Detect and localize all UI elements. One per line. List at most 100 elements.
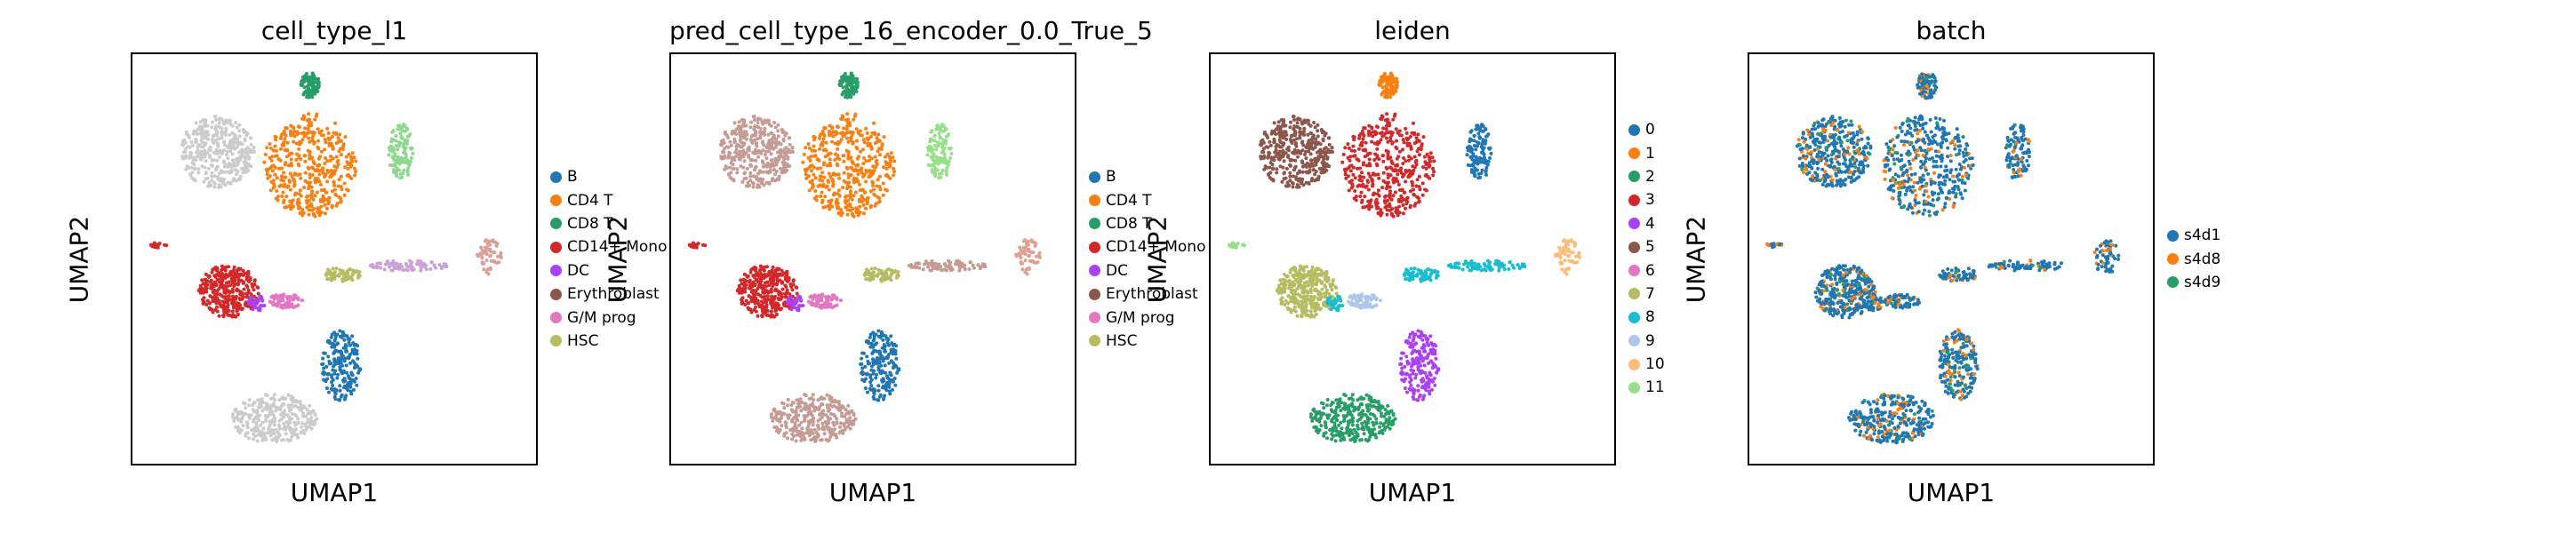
scatter-point bbox=[220, 126, 224, 131]
scatter-point bbox=[879, 147, 884, 151]
scatter-point bbox=[822, 133, 827, 138]
scatter-point bbox=[1307, 149, 1311, 154]
scatter-point bbox=[796, 296, 801, 300]
scatter-point bbox=[300, 406, 304, 410]
scatter-point bbox=[1307, 180, 1311, 185]
scatter-point bbox=[851, 131, 855, 135]
scatter-point bbox=[279, 147, 283, 151]
scatter-point bbox=[1268, 151, 1272, 155]
scatter-point bbox=[1020, 251, 1025, 255]
scatter-point bbox=[238, 266, 243, 271]
scatter-point bbox=[1317, 148, 1322, 153]
scatter-point bbox=[283, 409, 287, 413]
legend-marker bbox=[1089, 312, 1100, 324]
scatter-point bbox=[831, 182, 836, 187]
scatter-point bbox=[822, 161, 827, 165]
scatter-point bbox=[342, 193, 347, 197]
scatter-point bbox=[836, 205, 841, 210]
scatter-point bbox=[284, 432, 288, 436]
scatter-point bbox=[344, 274, 348, 278]
scatter-point bbox=[775, 140, 780, 145]
scatter-point bbox=[1399, 194, 1404, 198]
cluster-points bbox=[769, 393, 858, 443]
scatter-point bbox=[245, 154, 250, 157]
scatter-point bbox=[330, 189, 334, 194]
scatter-point bbox=[233, 408, 237, 412]
scatter-point bbox=[780, 287, 785, 291]
scatter-point bbox=[746, 180, 750, 185]
scatter-point bbox=[850, 166, 854, 171]
scatter-point bbox=[221, 314, 226, 319]
scatter-point bbox=[867, 269, 871, 274]
scatter-point bbox=[748, 295, 753, 299]
scatter-point bbox=[914, 261, 918, 266]
scatter-point bbox=[853, 190, 858, 195]
scatter-point bbox=[876, 368, 881, 372]
scatter-point bbox=[218, 301, 221, 306]
scatter-point bbox=[1307, 139, 1311, 143]
scatter-point bbox=[247, 398, 252, 402]
scatter-point bbox=[876, 178, 880, 182]
scatter-point bbox=[754, 296, 758, 300]
scatter-point bbox=[239, 417, 244, 421]
scatter-point bbox=[840, 414, 844, 418]
scatter-point bbox=[347, 340, 351, 345]
scatter-point bbox=[248, 275, 252, 280]
scatter-point bbox=[732, 158, 737, 163]
scatter-point bbox=[1396, 182, 1401, 187]
scatter-point bbox=[309, 202, 314, 206]
scatter-point bbox=[480, 256, 484, 260]
scatter-point bbox=[821, 148, 826, 152]
scatter-point bbox=[872, 349, 876, 354]
scatter-point bbox=[246, 272, 251, 275]
scatter-point bbox=[1299, 149, 1303, 154]
scatter-point bbox=[312, 141, 316, 146]
scatter-point bbox=[941, 124, 946, 128]
scatter-point bbox=[325, 159, 330, 163]
scatter-point bbox=[818, 303, 822, 307]
scatter-point bbox=[1268, 176, 1272, 180]
scatter-point bbox=[315, 112, 319, 116]
scatter-point bbox=[230, 290, 235, 294]
scatter-point bbox=[831, 193, 836, 197]
scatter-point bbox=[786, 436, 789, 441]
scatter-point bbox=[756, 298, 760, 303]
scatter-point bbox=[930, 170, 934, 174]
scatter-point bbox=[305, 201, 309, 205]
scatter-point bbox=[204, 272, 208, 276]
scatter-point bbox=[873, 342, 877, 346]
scatter-point bbox=[751, 280, 756, 284]
scatter-point bbox=[823, 420, 828, 424]
scatter-point bbox=[284, 420, 289, 424]
scatter-point bbox=[797, 304, 802, 308]
scatter-point bbox=[205, 298, 210, 303]
plot-area bbox=[669, 52, 1076, 465]
scatter-point bbox=[1288, 179, 1292, 183]
scatter-point bbox=[305, 195, 308, 199]
scatter-point bbox=[301, 75, 305, 79]
scatter-point bbox=[322, 351, 326, 355]
scatter-point bbox=[294, 141, 299, 146]
scatter-point bbox=[888, 276, 892, 281]
scatter-point bbox=[311, 75, 316, 79]
scatter-point bbox=[492, 240, 495, 244]
scatter-point bbox=[852, 418, 856, 423]
scatter-point bbox=[827, 171, 831, 176]
scatter-point bbox=[351, 268, 356, 273]
scatter-point bbox=[345, 160, 349, 164]
scatter-point bbox=[307, 187, 310, 191]
scatter-point bbox=[325, 377, 330, 381]
scatter-point bbox=[228, 132, 232, 137]
scatter-point bbox=[787, 297, 791, 301]
scatter-point bbox=[896, 270, 900, 274]
scatter-point bbox=[780, 424, 784, 428]
scatter-point bbox=[269, 158, 274, 163]
scatter-point bbox=[831, 420, 836, 425]
scatter-point bbox=[778, 428, 782, 433]
scatter-point bbox=[828, 417, 833, 421]
scatter-point bbox=[763, 132, 767, 137]
scatter-point bbox=[781, 271, 786, 275]
scatter-point bbox=[1274, 145, 1278, 149]
plot-area bbox=[131, 52, 538, 465]
scatter-point bbox=[760, 140, 764, 145]
